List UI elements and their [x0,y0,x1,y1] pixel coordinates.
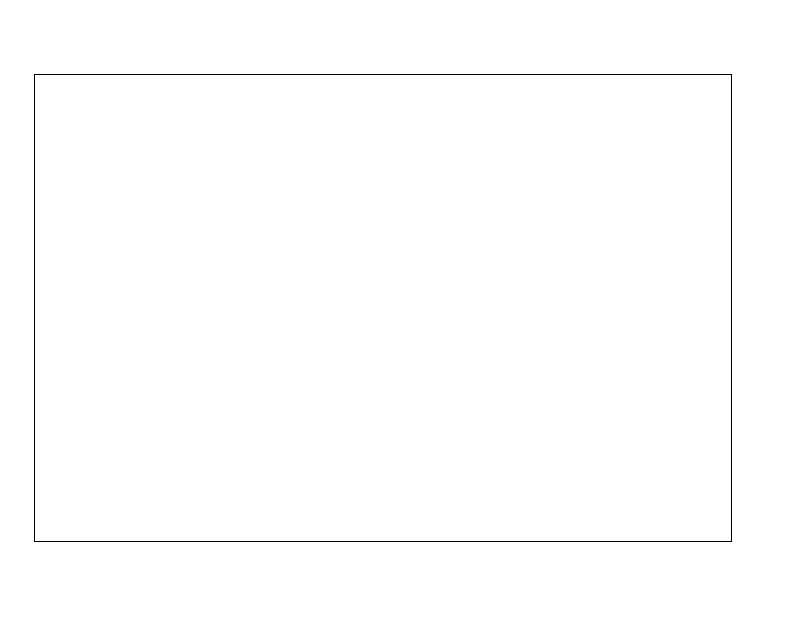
colorbar [682,79,797,549]
map-canvas [35,75,731,541]
map-frame [34,74,732,542]
